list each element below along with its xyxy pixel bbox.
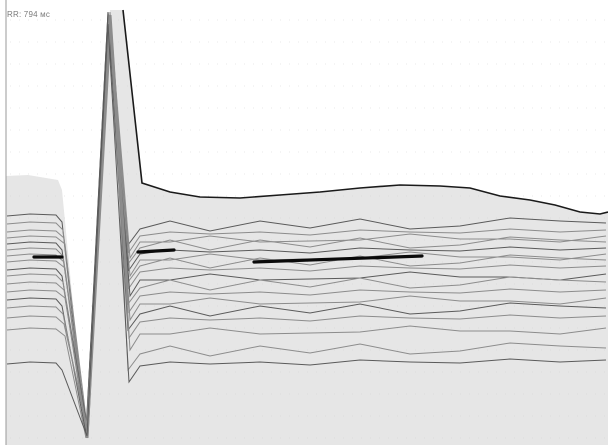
beat-trace xyxy=(6,23,607,437)
beat-trace xyxy=(6,20,607,439)
beat-trace xyxy=(6,11,607,439)
beat-trace xyxy=(6,17,607,431)
beat-trace xyxy=(6,23,607,439)
beat-trace xyxy=(6,20,607,431)
beat-trace xyxy=(6,11,607,435)
rr-interval-label: RR: 794 мс xyxy=(7,10,51,19)
beat-trace xyxy=(6,23,607,431)
beat-trace xyxy=(6,17,607,435)
upper-envelope-line xyxy=(122,9,608,215)
beat-trace xyxy=(6,17,607,433)
st-start-mark xyxy=(136,248,176,254)
beat-trace xyxy=(6,14,607,435)
beat-trace xyxy=(6,26,607,439)
beat-trace xyxy=(6,14,607,433)
beat-trace xyxy=(6,11,607,437)
beat-trace xyxy=(6,26,607,437)
beat-trace xyxy=(6,14,607,437)
t-wave-mark xyxy=(252,254,424,264)
beat-trace xyxy=(6,20,607,433)
